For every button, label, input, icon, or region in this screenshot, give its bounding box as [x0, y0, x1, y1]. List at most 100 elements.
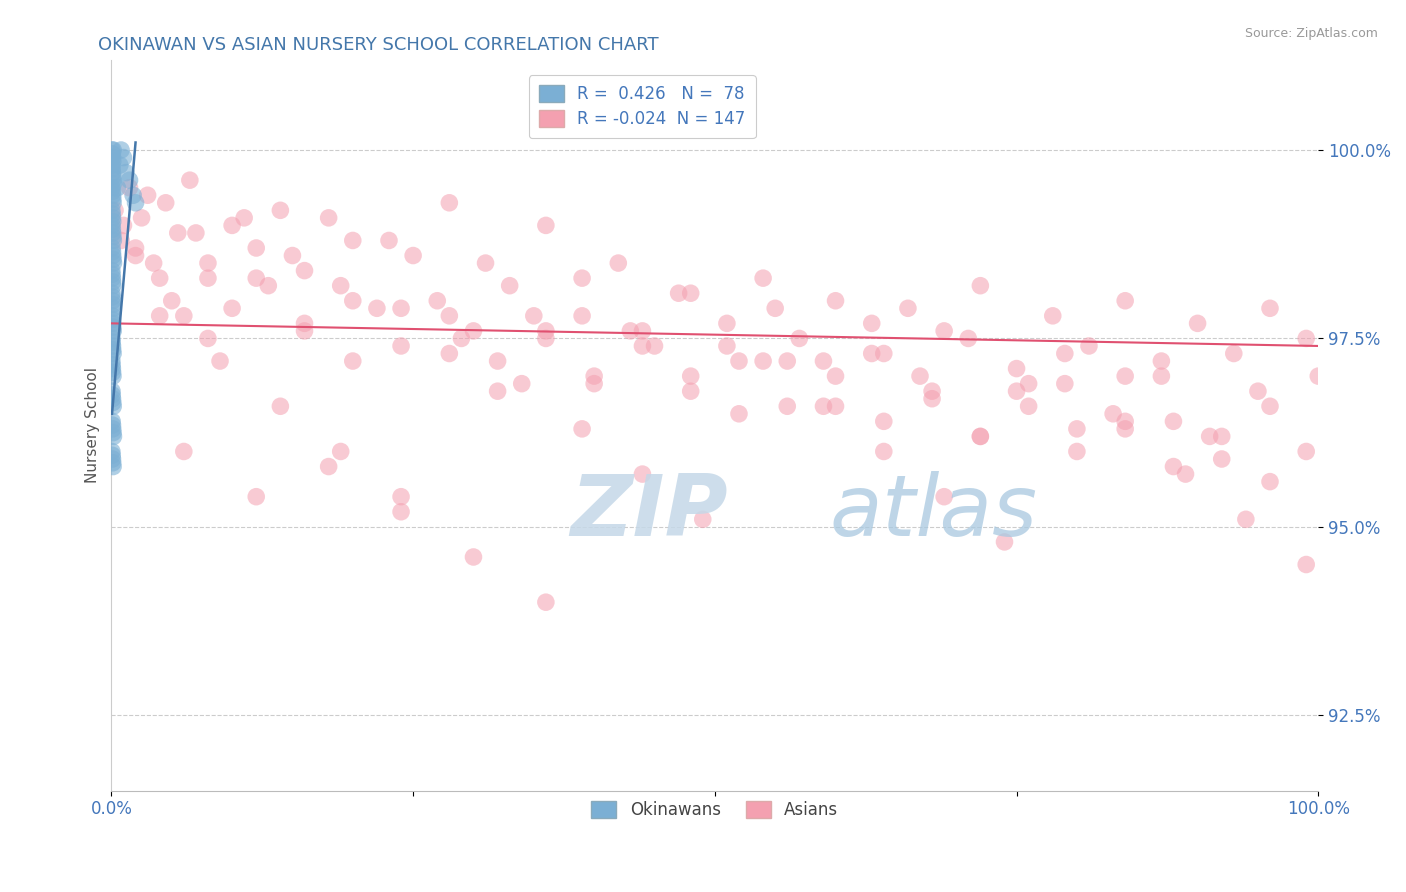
Point [463, 324, 485, 338]
Point [101, 384, 124, 399]
Point [1295, 444, 1317, 458]
Point [957, 331, 980, 345]
Point [534, 219, 557, 233]
Point [101, 297, 124, 311]
Point [101, 271, 124, 285]
Point [463, 549, 485, 564]
Point [142, 256, 165, 270]
Point [1247, 384, 1270, 399]
Point [1211, 452, 1233, 467]
Point [1114, 414, 1136, 428]
Point [103, 256, 125, 270]
Point [969, 429, 991, 443]
Point [1078, 339, 1101, 353]
Point [101, 146, 124, 161]
Point [245, 490, 267, 504]
Point [294, 263, 316, 277]
Point [101, 252, 124, 267]
Point [101, 339, 124, 353]
Point [124, 248, 146, 262]
Point [101, 354, 124, 368]
Point [728, 407, 751, 421]
Point [1223, 346, 1246, 360]
Point [101, 203, 124, 218]
Point [197, 331, 219, 345]
Point [1295, 558, 1317, 572]
Point [101, 358, 124, 372]
Point [131, 211, 153, 225]
Point [1150, 369, 1173, 384]
Text: Source: ZipAtlas.com: Source: ZipAtlas.com [1244, 27, 1378, 40]
Point [439, 346, 461, 360]
Point [112, 219, 135, 233]
Point [342, 234, 364, 248]
Point [101, 395, 124, 409]
Point [631, 324, 654, 338]
Text: ZIP: ZIP [569, 471, 728, 554]
Point [1114, 422, 1136, 436]
Point [149, 309, 172, 323]
Point [534, 595, 557, 609]
Point [1163, 459, 1185, 474]
Point [1163, 414, 1185, 428]
Point [342, 354, 364, 368]
Point [197, 256, 219, 270]
Point [571, 422, 593, 436]
Point [668, 286, 690, 301]
Point [101, 263, 124, 277]
Point [101, 278, 124, 293]
Point [824, 293, 846, 308]
Point [378, 234, 401, 248]
Point [318, 211, 340, 225]
Point [824, 399, 846, 413]
Point [1258, 301, 1281, 316]
Point [499, 278, 522, 293]
Point [389, 301, 412, 316]
Point [110, 143, 132, 157]
Point [101, 151, 124, 165]
Point [101, 392, 124, 406]
Point [118, 173, 141, 187]
Point [873, 414, 896, 428]
Point [197, 271, 219, 285]
Point [1211, 429, 1233, 443]
Point [921, 392, 943, 406]
Point [101, 222, 124, 236]
Point [439, 195, 461, 210]
Point [679, 369, 702, 384]
Point [101, 448, 124, 462]
Point [1234, 512, 1257, 526]
Point [101, 244, 124, 259]
Legend: Okinawans, Asians: Okinawans, Asians [585, 795, 845, 826]
Point [789, 331, 811, 345]
Point [269, 399, 291, 413]
Point [122, 188, 145, 202]
Point [716, 339, 738, 353]
Point [101, 369, 124, 384]
Point [1174, 467, 1197, 481]
Point [208, 354, 231, 368]
Point [101, 309, 124, 323]
Point [534, 331, 557, 345]
Point [101, 268, 124, 282]
Point [1187, 317, 1209, 331]
Point [1308, 369, 1330, 384]
Point [583, 369, 606, 384]
Point [101, 425, 124, 440]
Point [389, 505, 412, 519]
Point [993, 535, 1015, 549]
Point [389, 339, 412, 353]
Point [103, 234, 125, 248]
Point [813, 399, 835, 413]
Point [101, 335, 124, 350]
Point [221, 219, 243, 233]
Point [269, 203, 291, 218]
Point [763, 301, 786, 316]
Point [969, 429, 991, 443]
Point [101, 180, 124, 194]
Point [101, 143, 124, 157]
Point [101, 211, 124, 225]
Point [101, 173, 124, 187]
Point [1114, 293, 1136, 308]
Point [101, 248, 124, 262]
